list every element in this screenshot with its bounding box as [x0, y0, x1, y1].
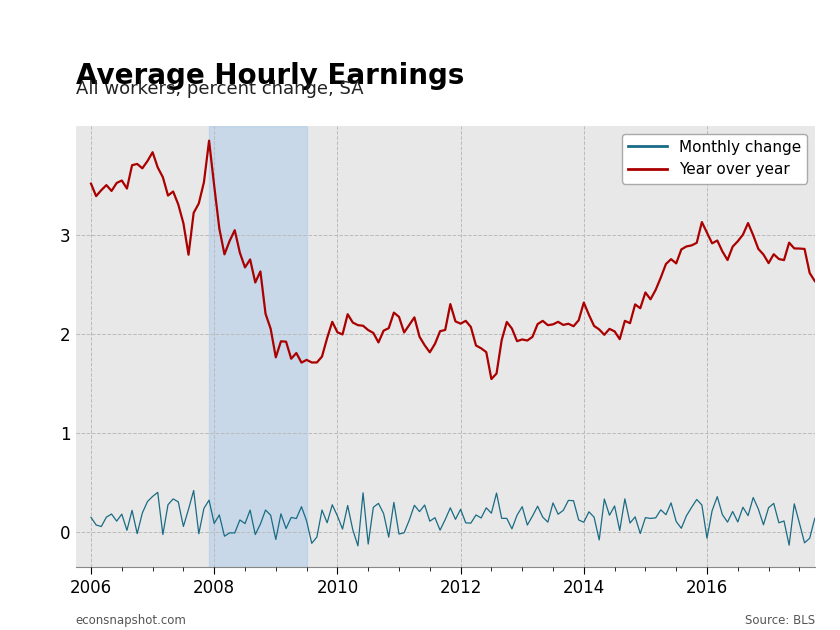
Year over year	[738, 231, 748, 239]
Monthly change	[553, 510, 563, 518]
Monthly change	[476, 514, 486, 522]
Text: econsnapshot.com: econsnapshot.com	[76, 614, 186, 627]
Year over year	[440, 326, 450, 334]
Year over year	[810, 277, 820, 285]
Monthly change	[445, 504, 455, 512]
Monthly change	[86, 513, 96, 521]
Text: Source: BLS: Source: BLS	[745, 614, 815, 627]
Line: Year over year: Year over year	[91, 140, 815, 379]
Year over year	[486, 375, 496, 383]
Monthly change	[312, 534, 322, 541]
Monthly change	[810, 515, 820, 522]
Monthly change	[569, 497, 579, 505]
Year over year	[553, 318, 563, 326]
Line: Monthly change: Monthly change	[91, 491, 815, 546]
Year over year	[204, 137, 214, 144]
Text: All workers, percent change, SA: All workers, percent change, SA	[76, 79, 363, 98]
Year over year	[471, 341, 481, 349]
Monthly change	[353, 542, 363, 549]
Legend: Monthly change, Year over year: Monthly change, Year over year	[622, 134, 807, 183]
Monthly change	[189, 487, 199, 495]
Monthly change	[738, 503, 748, 511]
Bar	[209, 126, 307, 567]
Year over year	[569, 323, 579, 330]
Text: Average Hourly Earnings: Average Hourly Earnings	[76, 62, 464, 90]
Year over year	[86, 180, 96, 187]
Year over year	[312, 358, 322, 366]
